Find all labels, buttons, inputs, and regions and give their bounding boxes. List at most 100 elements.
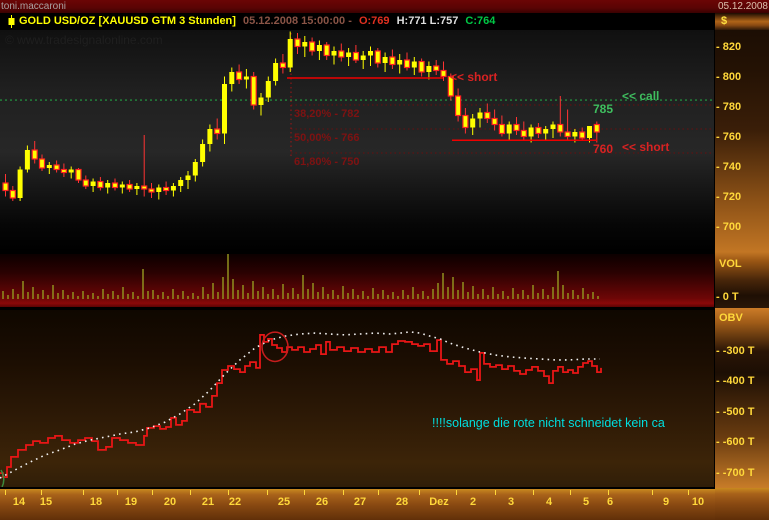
volume-panel[interactable]: [0, 254, 714, 307]
volume-bar: [137, 296, 139, 299]
time-axis-label: 18: [89, 496, 103, 508]
volume-bar: [317, 292, 319, 299]
obv-chart-canvas[interactable]: [0, 310, 714, 487]
candle-body: [352, 51, 359, 61]
volume-bar: [227, 254, 229, 299]
time-axis-tick: [343, 490, 344, 495]
candle-body: [323, 44, 330, 57]
volume-bar: [442, 273, 444, 299]
indicator-tail-line: [0, 469, 5, 487]
time-axis-label: 3: [507, 496, 515, 508]
time-axis-tick: [688, 490, 689, 495]
candle-body: [273, 63, 279, 81]
time-axis-label: 28: [395, 496, 409, 508]
volume-bar: [237, 290, 239, 299]
volume-bar: [127, 294, 129, 299]
time-axis-label: Dez: [429, 496, 449, 508]
volume-bar: [207, 294, 209, 299]
volume-bar: [182, 291, 184, 299]
volume-bar: [557, 271, 559, 299]
volume-bar: [477, 294, 479, 299]
candle-body: [455, 95, 462, 117]
candle-body: [462, 114, 469, 129]
main-chart-panel[interactable]: © www.tradesignalonline.com << short << …: [0, 30, 714, 252]
time-axis-tick: [456, 490, 457, 495]
time-axis-tick: [304, 490, 305, 495]
time-axis-tick: [570, 490, 571, 495]
candle-body: [382, 57, 388, 63]
volume-bar: [142, 269, 144, 299]
volume-bar: [2, 291, 4, 299]
candle-body: [403, 59, 411, 69]
volume-bar: [582, 288, 584, 299]
volume-bar: [117, 295, 119, 299]
candle-body: [346, 52, 352, 57]
time-axis-tick: [419, 490, 420, 495]
volume-bar: [392, 292, 394, 299]
time-axis-label: 21: [201, 496, 215, 508]
candle-body: [192, 162, 198, 176]
volume-bar: [552, 287, 554, 299]
short-annotation-lower: << short: [622, 140, 670, 154]
time-axis-label: 15: [39, 496, 53, 508]
symbol-title: GOLD USD/OZ [XAUUSD GTM 3 Stunden]: [19, 15, 236, 27]
volume-bar: [342, 286, 344, 299]
volume-bar: [72, 292, 74, 299]
time-axis-label: 14: [12, 496, 26, 508]
volume-bar: [92, 293, 94, 299]
candle-body: [97, 180, 104, 189]
time-axis-tick: [5, 490, 6, 495]
volume-bar: [572, 290, 574, 299]
call-level-label: 785: [593, 102, 614, 116]
candle-body: [82, 179, 89, 187]
candle-body: [309, 41, 316, 52]
candle-body: [440, 69, 447, 78]
obv-panel[interactable]: !!!!solange die rote nicht schneidet kei…: [0, 310, 714, 487]
candle-body: [447, 75, 454, 97]
volume-bar: [222, 277, 224, 299]
candle-body: [243, 76, 249, 80]
short-annotation-upper: << short: [450, 70, 498, 84]
candle-body: [38, 158, 46, 169]
candle-body: [258, 97, 264, 105]
candle-body: [111, 182, 119, 189]
volume-bar: [162, 292, 164, 299]
time-axis-tick: [228, 490, 229, 495]
volume-bar: [47, 295, 49, 299]
price-axis-gutter: [715, 30, 769, 252]
volume-bar: [417, 294, 419, 299]
window-header: toni.maccaroni 05.12.2008: [0, 0, 769, 13]
time-axis-label: 2: [469, 496, 477, 508]
time-axis-label: 22: [228, 496, 242, 508]
volume-bar: [542, 289, 544, 299]
volume-bar: [292, 288, 294, 299]
candle-body: [513, 123, 520, 132]
candle-body: [587, 126, 592, 138]
candle-body: [178, 180, 184, 186]
time-axis[interactable]: 14 15 18 19 20 21 22 25 26 27 28 Dez 2 3 4 5 6 9 10: [0, 488, 715, 520]
volume-bar: [267, 294, 269, 299]
volume-bar: [302, 275, 304, 299]
candle-body: [287, 39, 293, 68]
candle-body: [506, 124, 512, 134]
volume-bar: [507, 296, 509, 299]
candle-body: [477, 112, 483, 119]
volume-bar: [77, 296, 79, 299]
volume-bar: [107, 294, 109, 299]
volume-bar: [367, 296, 369, 299]
volume-bar: [567, 293, 569, 299]
volume-bar: [297, 294, 299, 299]
candle-body: [557, 123, 564, 133]
volume-bar: [52, 285, 54, 299]
volume-bar: [212, 283, 214, 299]
volume-bar: [187, 296, 189, 299]
volume-bar: [147, 291, 149, 299]
candle-body: [126, 183, 133, 190]
time-axis-label: 6: [606, 496, 614, 508]
candlestick-chart-canvas[interactable]: [0, 30, 714, 252]
volume-bar: [252, 281, 254, 299]
candle-body: [528, 127, 534, 137]
volume-bar: [462, 282, 464, 299]
volume-chart-canvas[interactable]: [0, 254, 714, 307]
